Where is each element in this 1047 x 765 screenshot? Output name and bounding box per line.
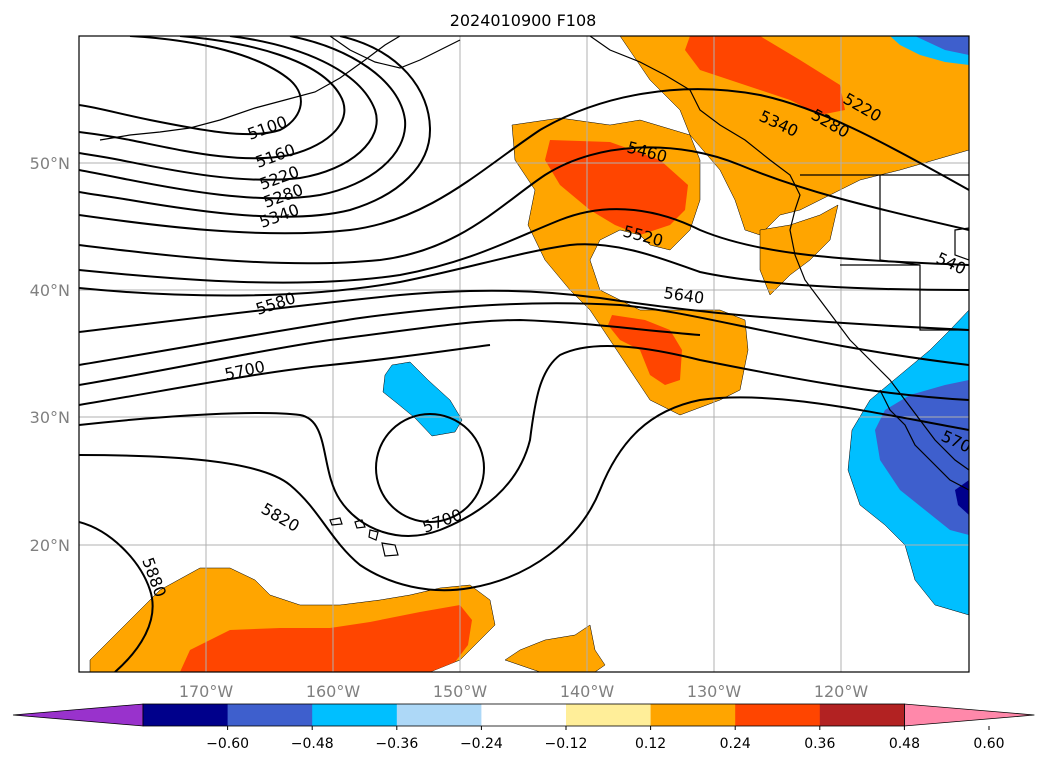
map-area: 5100 5160 5220 5280 5340 5580 5700 5820 …	[79, 36, 969, 672]
colorbar-segment	[396, 704, 482, 726]
lat-tick-label: 30°N	[30, 408, 70, 427]
colorbar-tick-label: 0.24	[720, 736, 751, 752]
colorbar-segment	[566, 704, 652, 726]
colorbar-segment	[227, 704, 313, 726]
colorbar-segment	[312, 704, 398, 726]
colorbar-tick-label: 0.48	[889, 736, 920, 752]
lon-tick-label: 170°W	[179, 682, 234, 701]
colorbar-tick-label: −0.12	[545, 736, 588, 752]
colorbar-segment	[143, 704, 229, 726]
lon-tick-label: 160°W	[306, 682, 361, 701]
map-title: 2024010900 F108	[450, 11, 597, 30]
colorbar-segment	[650, 704, 736, 726]
longitude-labels: 170°W 160°W 150°W 140°W 130°W 120°W	[179, 682, 869, 701]
colorbar-tick-label: 0.12	[635, 736, 666, 752]
colorbar-segment	[481, 704, 567, 726]
map-frame	[78, 35, 970, 673]
colorbar-segment	[819, 704, 905, 726]
colorbar-tick-label: −0.24	[460, 736, 503, 752]
latitude-labels: 20°N 30°N 40°N 50°N	[30, 154, 70, 555]
lon-tick-label: 150°W	[433, 682, 488, 701]
colorbar-segment	[735, 704, 821, 726]
lon-tick-label: 140°W	[560, 682, 615, 701]
negative-anomaly-region	[915, 36, 969, 55]
colorbar-tick-label: 0.36	[804, 736, 835, 752]
lon-tick-label: 120°W	[814, 682, 869, 701]
colorbar-tick-label: 0.60	[973, 736, 1004, 752]
lat-tick-label: 20°N	[30, 536, 70, 555]
colorbar-frame	[142, 703, 905, 727]
colorbar-tick-label: −0.60	[206, 736, 249, 752]
positive-anomaly-region	[685, 36, 845, 115]
colorbar-extend-high	[904, 703, 1035, 727]
colorbar-tick-label: −0.36	[375, 736, 418, 752]
lat-tick-label: 40°N	[30, 281, 70, 300]
colorbar-tick-label: −0.48	[291, 736, 334, 752]
positive-anomaly-region	[545, 140, 688, 235]
lat-tick-label: 50°N	[30, 154, 70, 173]
height-contours	[79, 36, 969, 672]
colorbar-extend-low	[12, 703, 144, 727]
positive-anomaly-region	[504, 624, 606, 672]
gridlines	[79, 36, 969, 672]
lon-tick-label: 130°W	[687, 682, 742, 701]
colorbar: −0.60 −0.48 −0.36 −0.24 −0.12 0.12 0.24 0.36 0.4…	[12, 703, 1035, 752]
positive-anomaly-region	[180, 605, 472, 672]
